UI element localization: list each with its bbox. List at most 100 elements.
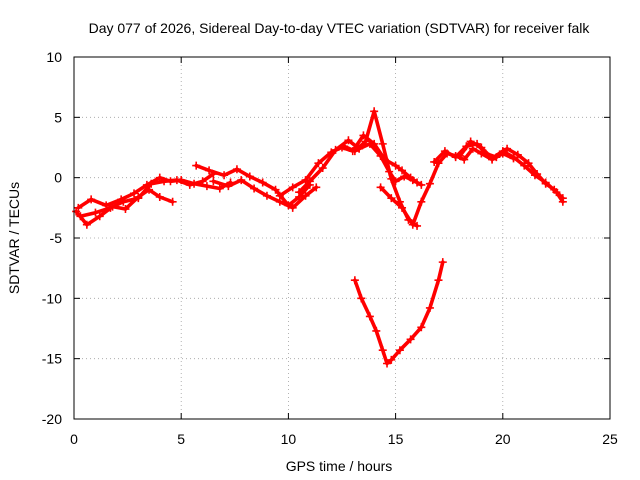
data-point — [413, 178, 422, 187]
data-point — [376, 183, 385, 192]
data-point — [398, 203, 407, 212]
data-point — [541, 178, 550, 187]
y-tick-label: -20 — [42, 411, 62, 427]
x-tick-label: 25 — [602, 431, 618, 447]
data-point — [331, 145, 340, 154]
y-tick-labels: 10 5 0 -5 -10 -15 -20 — [42, 49, 62, 427]
data-point — [434, 159, 443, 168]
y-axis-title: SDTVAR / TECUs — [6, 182, 22, 294]
data-point — [348, 147, 357, 156]
data-point — [451, 153, 460, 162]
data-point — [224, 182, 233, 191]
data-point — [558, 197, 567, 206]
data-point — [76, 212, 85, 221]
x-tick-label: 5 — [177, 431, 185, 447]
data-point — [460, 155, 469, 164]
data-point — [513, 150, 522, 159]
y-tick-label: -10 — [42, 290, 62, 306]
data-point — [417, 197, 426, 206]
data-point — [205, 166, 214, 175]
data-point — [106, 203, 115, 212]
data-point — [312, 183, 321, 192]
data-point — [209, 177, 218, 186]
data-point — [425, 179, 434, 188]
data-point — [509, 153, 518, 162]
data-point — [530, 171, 539, 180]
data-point — [74, 203, 83, 212]
data-point — [95, 212, 104, 221]
data-point — [488, 154, 497, 163]
y-tick-label: 0 — [54, 170, 62, 186]
data-point — [440, 147, 449, 156]
data-point — [288, 183, 297, 192]
y-tick-label: 5 — [54, 109, 62, 125]
data-point — [359, 131, 368, 140]
data-point — [91, 208, 100, 217]
data-point — [503, 144, 512, 153]
data-point — [524, 159, 533, 168]
data-point — [406, 173, 415, 182]
data-point — [417, 180, 426, 189]
data-point — [121, 205, 130, 214]
data-point — [425, 303, 434, 312]
axis-ticks — [73, 56, 611, 420]
data-point — [455, 151, 464, 160]
x-tick-label: 10 — [281, 431, 297, 447]
data-point — [147, 179, 156, 188]
series-sat-track-11 — [455, 137, 567, 206]
data-point — [250, 184, 259, 193]
data-point — [383, 359, 392, 368]
data-point — [192, 161, 201, 170]
x-tick-labels: 0 5 10 15 20 25 — [70, 431, 618, 447]
data-point — [198, 177, 207, 186]
data-point — [552, 188, 561, 197]
data-point — [385, 167, 394, 176]
data-point — [82, 220, 91, 229]
data-point — [498, 147, 507, 156]
series-sat-track-8 — [338, 131, 422, 187]
data-point — [314, 159, 323, 168]
grid — [74, 57, 610, 419]
data-point — [275, 191, 284, 200]
data-point — [344, 136, 353, 145]
data-point — [262, 191, 271, 200]
data-point — [172, 176, 181, 185]
data-point — [301, 191, 310, 200]
y-tick-label: -15 — [42, 351, 62, 367]
y-tick-label: 10 — [46, 49, 62, 65]
data-point — [378, 139, 387, 148]
data-point — [357, 294, 366, 303]
data-point — [160, 177, 169, 186]
data-point — [232, 165, 241, 174]
data-point — [391, 161, 400, 170]
data-point — [365, 312, 374, 321]
data-point — [87, 195, 96, 204]
data-point — [350, 276, 359, 285]
data-point — [372, 326, 381, 335]
data-point — [295, 188, 304, 197]
data-point — [288, 203, 297, 212]
data-point — [301, 176, 310, 185]
data-point — [258, 178, 267, 187]
data-point — [155, 192, 164, 201]
chart-title: Day 077 of 2026, Sidereal Day-to-day VTE… — [89, 20, 591, 36]
data-point — [215, 184, 224, 193]
x-tick-label: 20 — [495, 431, 511, 447]
data-point — [168, 197, 177, 206]
data-point — [520, 161, 529, 170]
data-point — [430, 157, 439, 166]
data-point — [387, 355, 396, 364]
data-point — [271, 185, 280, 194]
data-point — [438, 258, 447, 267]
data-point — [130, 189, 139, 198]
data-point — [202, 182, 211, 191]
data-point — [370, 139, 379, 148]
series-sat-track-7 — [295, 136, 426, 197]
data-point — [370, 107, 379, 116]
x-axis-title: GPS time / hours — [286, 458, 393, 474]
data-point — [220, 171, 229, 180]
data-series — [72, 107, 567, 368]
data-point — [245, 172, 254, 181]
